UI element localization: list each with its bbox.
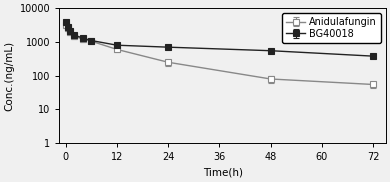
Y-axis label: Conc.(ng/mL): Conc.(ng/mL) <box>4 41 14 111</box>
Legend: Anidulafungin, BG40018: Anidulafungin, BG40018 <box>282 13 381 43</box>
X-axis label: Time(h): Time(h) <box>202 168 243 178</box>
